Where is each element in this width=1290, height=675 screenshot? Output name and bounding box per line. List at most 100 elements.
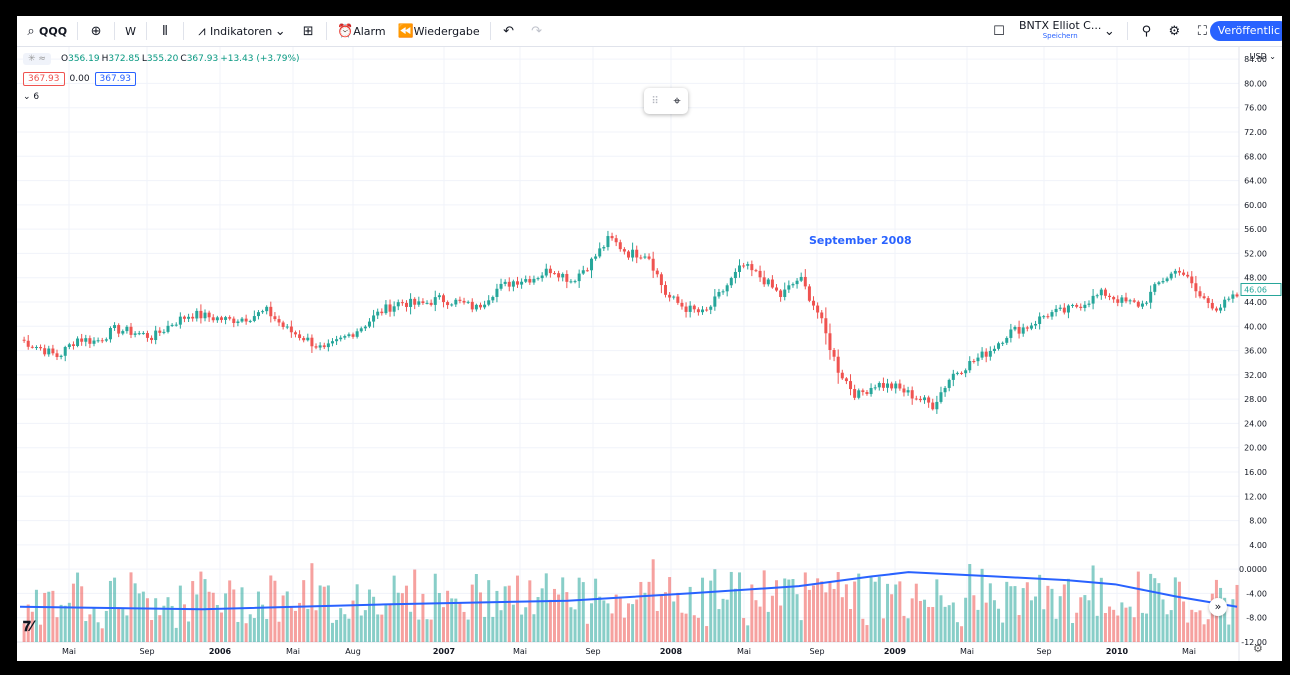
symbol-search[interactable]: ⌕ QQQ — [17, 16, 73, 46]
histogram-bar — [1029, 600, 1033, 642]
candle-body — [425, 302, 429, 304]
histogram-bar — [417, 619, 421, 642]
chart-annotation-text[interactable]: September 2008 — [809, 234, 912, 247]
histogram-bar — [1120, 602, 1124, 642]
candle-body — [88, 338, 92, 344]
candle-body — [927, 397, 931, 403]
price-axis-label: 24.00 — [1244, 419, 1267, 428]
candle-body — [515, 281, 519, 285]
histogram-bar — [606, 603, 610, 642]
histogram-bar — [429, 619, 433, 642]
candle-body — [446, 302, 450, 306]
price-axis-label: 60.00 — [1244, 201, 1267, 210]
candle-body — [1005, 337, 1009, 343]
tradingview-logo: 𝟕⁄ — [23, 619, 34, 635]
candle-body — [84, 338, 88, 342]
chart-type-button[interactable]: ⫴ — [151, 16, 179, 46]
histogram-bar — [1058, 596, 1062, 642]
candle-body — [733, 271, 737, 279]
histogram-bar — [1190, 609, 1194, 642]
fullscreen-button[interactable]: ⛶ — [1188, 16, 1216, 46]
alert-button[interactable]: ⏰ Alarm — [331, 16, 391, 46]
candle-body — [100, 340, 104, 342]
drawing-tool-icon[interactable]: ⌖ — [673, 93, 681, 109]
time-axis-label: 2008 — [660, 647, 683, 656]
histogram-bar — [462, 611, 466, 642]
time-axis-label: Mai — [62, 647, 76, 656]
compare-button[interactable]: ⊕ — [82, 16, 110, 46]
redo-button[interactable]: ↷ — [523, 16, 551, 46]
candle-body — [803, 276, 807, 287]
candle-body — [487, 300, 491, 305]
histogram-bar — [125, 615, 129, 642]
candle-body — [1108, 295, 1112, 298]
candle-body — [898, 383, 902, 389]
candle-body — [758, 270, 762, 278]
candle-body — [799, 276, 803, 281]
layout-name[interactable]: BNTX Elliot C... Speichern ⌄ — [1013, 16, 1123, 46]
candle-body — [458, 299, 462, 301]
price-chart[interactable]: 84.0080.0076.0072.0068.0064.0060.0056.00… — [17, 16, 1282, 661]
candle-body — [1173, 270, 1177, 274]
candle-body — [861, 390, 865, 393]
histogram-bar — [1087, 600, 1091, 642]
replay-button[interactable]: ⏪ Wiedergabe — [392, 16, 486, 46]
histogram-bar — [71, 583, 75, 642]
candle-body — [199, 310, 203, 319]
histogram-bar — [113, 577, 117, 642]
histogram-bar — [1021, 588, 1025, 642]
histogram-bar — [367, 589, 371, 642]
replay-label: Wiedergabe — [413, 24, 480, 38]
floating-drawing-toolbar[interactable]: ⠿ ⌖ — [644, 88, 688, 114]
candle-body — [873, 387, 877, 389]
interval-button[interactable]: W — [119, 16, 142, 46]
axis-settings-icon[interactable]: ⚙ — [1253, 642, 1263, 655]
candle-body — [984, 351, 988, 357]
drag-handle-icon[interactable]: ⠿ — [651, 95, 659, 107]
candle-body — [750, 264, 754, 271]
candle-body — [359, 328, 363, 332]
layout-name-block: BNTX Elliot C... Speichern — [1019, 20, 1101, 41]
candle-body — [1182, 272, 1186, 275]
histogram-bar — [610, 613, 614, 642]
time-axis-label: Sep — [139, 647, 154, 656]
indicators-collapse-toggle[interactable]: ⌄ 6 — [23, 92, 39, 102]
candle-body — [857, 390, 861, 398]
quick-search-button[interactable]: ⚲ — [1132, 16, 1160, 46]
candle-body — [589, 258, 593, 271]
candle-body — [384, 304, 388, 314]
histogram-bar — [330, 622, 334, 642]
currency-label[interactable]: USD ⌄ — [1249, 52, 1276, 61]
templates-button[interactable]: ⊞ — [294, 16, 322, 46]
histogram-bar — [495, 590, 499, 642]
histogram-bar — [491, 616, 495, 642]
candle-body — [598, 248, 602, 257]
histogram-bar — [191, 581, 195, 642]
histogram-bar — [63, 605, 67, 642]
scroll-to-realtime-button[interactable]: » — [1209, 598, 1227, 616]
histogram-bar — [141, 591, 145, 642]
candle-body — [606, 236, 610, 248]
candle-body — [581, 270, 585, 274]
histogram-bar — [881, 618, 885, 642]
publish-button[interactable]: Veröffentlic — [1209, 21, 1282, 41]
candle-body — [520, 281, 524, 285]
histogram-bar — [22, 623, 26, 642]
candle-body — [1058, 307, 1062, 309]
histogram-bar — [322, 586, 326, 642]
histogram-bar — [1071, 623, 1075, 642]
layout-button[interactable]: ☐ — [985, 16, 1013, 46]
candle-body — [664, 285, 668, 295]
settings-button[interactable]: ⚙ — [1160, 16, 1188, 46]
sell-button[interactable]: 367.93 — [23, 72, 65, 86]
histogram-bar — [947, 605, 951, 642]
price-axis-label: 52.00 — [1244, 249, 1267, 258]
buy-button[interactable]: 367.93 — [94, 72, 137, 86]
time-axis-label: 2010 — [1106, 647, 1129, 656]
candle-body — [158, 330, 162, 333]
histogram-bar — [100, 628, 104, 642]
undo-button[interactable]: ↶ — [495, 16, 523, 46]
candle-body — [269, 306, 273, 317]
price-axis-label: 80.00 — [1244, 79, 1267, 88]
indicators-button[interactable]: ⩘ Indikatoren ⌄ — [188, 16, 294, 46]
